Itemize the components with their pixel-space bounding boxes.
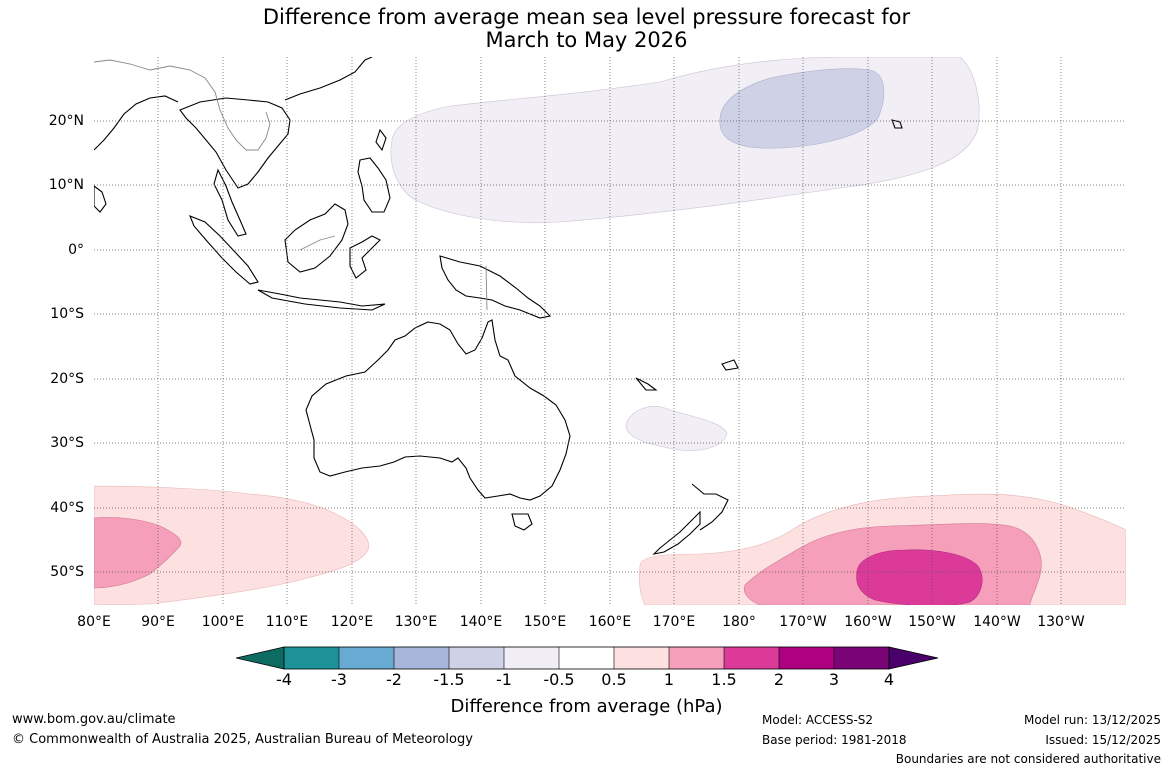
gridlines: [94, 57, 1126, 605]
colorbar-swatch: [559, 647, 614, 669]
pressure-anomaly-map: [94, 57, 1126, 605]
indochina-coast: [179, 97, 291, 189]
hawaii-coast: [891, 119, 903, 129]
lon-label: 170°W: [779, 614, 827, 630]
colorbar-tick: 2: [773, 670, 785, 689]
lon-label: 160°W: [844, 614, 892, 630]
lon-label: 100°E: [201, 614, 245, 630]
java-coast: [257, 289, 386, 311]
india-coast: [94, 95, 179, 151]
lon-label: 120°E: [330, 614, 374, 630]
tasman-sea-patch: [625, 406, 728, 451]
lon-label: 140°W: [973, 614, 1021, 630]
colorbar-swatch: [614, 647, 669, 669]
colorbar-tick: 1.5: [711, 670, 737, 689]
hawaii-low-core: [719, 68, 885, 149]
colorbar-tick: 4: [883, 670, 895, 689]
southern-indian-high-core: [94, 517, 182, 589]
footer-copyright: © Commonwealth of Australia 2025, Austra…: [12, 732, 473, 747]
colorbar: [236, 646, 939, 670]
new-caledonia-coast: [635, 377, 658, 391]
colorbar-swatch: [669, 647, 724, 669]
china-coast: [284, 57, 373, 101]
colorbar-swatch: [284, 647, 339, 669]
lon-label: 80°E: [77, 614, 111, 630]
colorbar-tick: -0.5: [543, 670, 575, 689]
tasmania-coast: [511, 513, 533, 531]
country-borders: [94, 59, 488, 311]
colorbar-swatch: [779, 647, 834, 669]
lon-label: 130°E: [394, 614, 438, 630]
lon-label: 170°E: [652, 614, 696, 630]
australia-coast: [305, 319, 571, 501]
lon-label: 130°W: [1037, 614, 1085, 630]
colorbar-extend-low: [236, 646, 285, 670]
colorbar-swatch: [339, 647, 394, 669]
lon-label: 160°E: [588, 614, 632, 630]
south-pacific-high-core: [856, 549, 983, 605]
colorbar-swatch: [394, 647, 449, 669]
colorbar-tick: -4: [276, 670, 292, 689]
north-pacific-anomaly: [390, 57, 980, 224]
sri-lanka-coast: [94, 185, 107, 213]
colorbar-tick: -2: [386, 670, 402, 689]
colorbar-tick: -3: [331, 670, 347, 689]
footer-model: Model: ACCESS-S2: [762, 713, 874, 727]
map-title-line1: Difference from average mean sea level p…: [262, 5, 911, 29]
colorbar-swatch: [834, 647, 889, 669]
lat-label: 0°: [68, 242, 84, 258]
colorbar-tick: -1.5: [433, 670, 465, 689]
footer-base-period: Base period: 1981-2018: [762, 733, 907, 747]
sulawesi-coast: [349, 235, 381, 279]
lon-label: 90°E: [141, 614, 175, 630]
colorbar-extend-high: [888, 646, 939, 670]
colorbar-tick: 0.5: [601, 670, 627, 689]
lon-label: 150°W: [908, 614, 956, 630]
lon-label: 180°: [722, 614, 756, 630]
lon-label: 110°E: [265, 614, 309, 630]
colorbar-tick: -1: [496, 670, 512, 689]
lat-label: 10°S: [50, 306, 84, 322]
lat-label: 20°S: [50, 371, 84, 387]
lat-label: 40°S: [50, 500, 84, 516]
lat-label: 50°S: [50, 564, 84, 580]
fiji-coast: [721, 359, 739, 371]
colorbar-swatch: [504, 647, 559, 669]
southern-indian-high: [94, 485, 370, 605]
footer-model-run: Model run: 13/12/2025: [1023, 713, 1161, 727]
sumatra-coast: [189, 215, 259, 285]
lon-label: 150°E: [523, 614, 567, 630]
new-zealand-north-coast: [691, 483, 729, 531]
colorbar-tick: 1: [663, 670, 675, 689]
colorbar-swatch: [449, 647, 504, 669]
map-title-line2: March to May 2026: [485, 28, 688, 52]
colorbar-swatch: [724, 647, 779, 669]
lat-label: 20°N: [48, 113, 84, 129]
footer-issued: Issued: 15/12/2025: [1045, 733, 1161, 747]
lat-label: 30°S: [50, 435, 84, 451]
lon-label: 140°E: [459, 614, 503, 630]
footer-disclaimer: Boundaries are not considered authoritat…: [895, 752, 1161, 766]
footer-website: www.bom.gov.au/climate: [12, 712, 176, 727]
colorbar-tick: 3: [828, 670, 840, 689]
malay-peninsula-coast: [213, 168, 247, 237]
borneo-coast: [284, 203, 349, 273]
philippines-coast: [357, 157, 391, 213]
coastlines: [94, 57, 903, 555]
taiwan-coast: [375, 128, 387, 152]
lat-label: 10°N: [48, 177, 84, 193]
new-zealand-south-coast: [652, 510, 701, 555]
new-guinea-coast: [439, 255, 552, 319]
colorbar-title: Difference from average (hPa): [450, 696, 723, 717]
